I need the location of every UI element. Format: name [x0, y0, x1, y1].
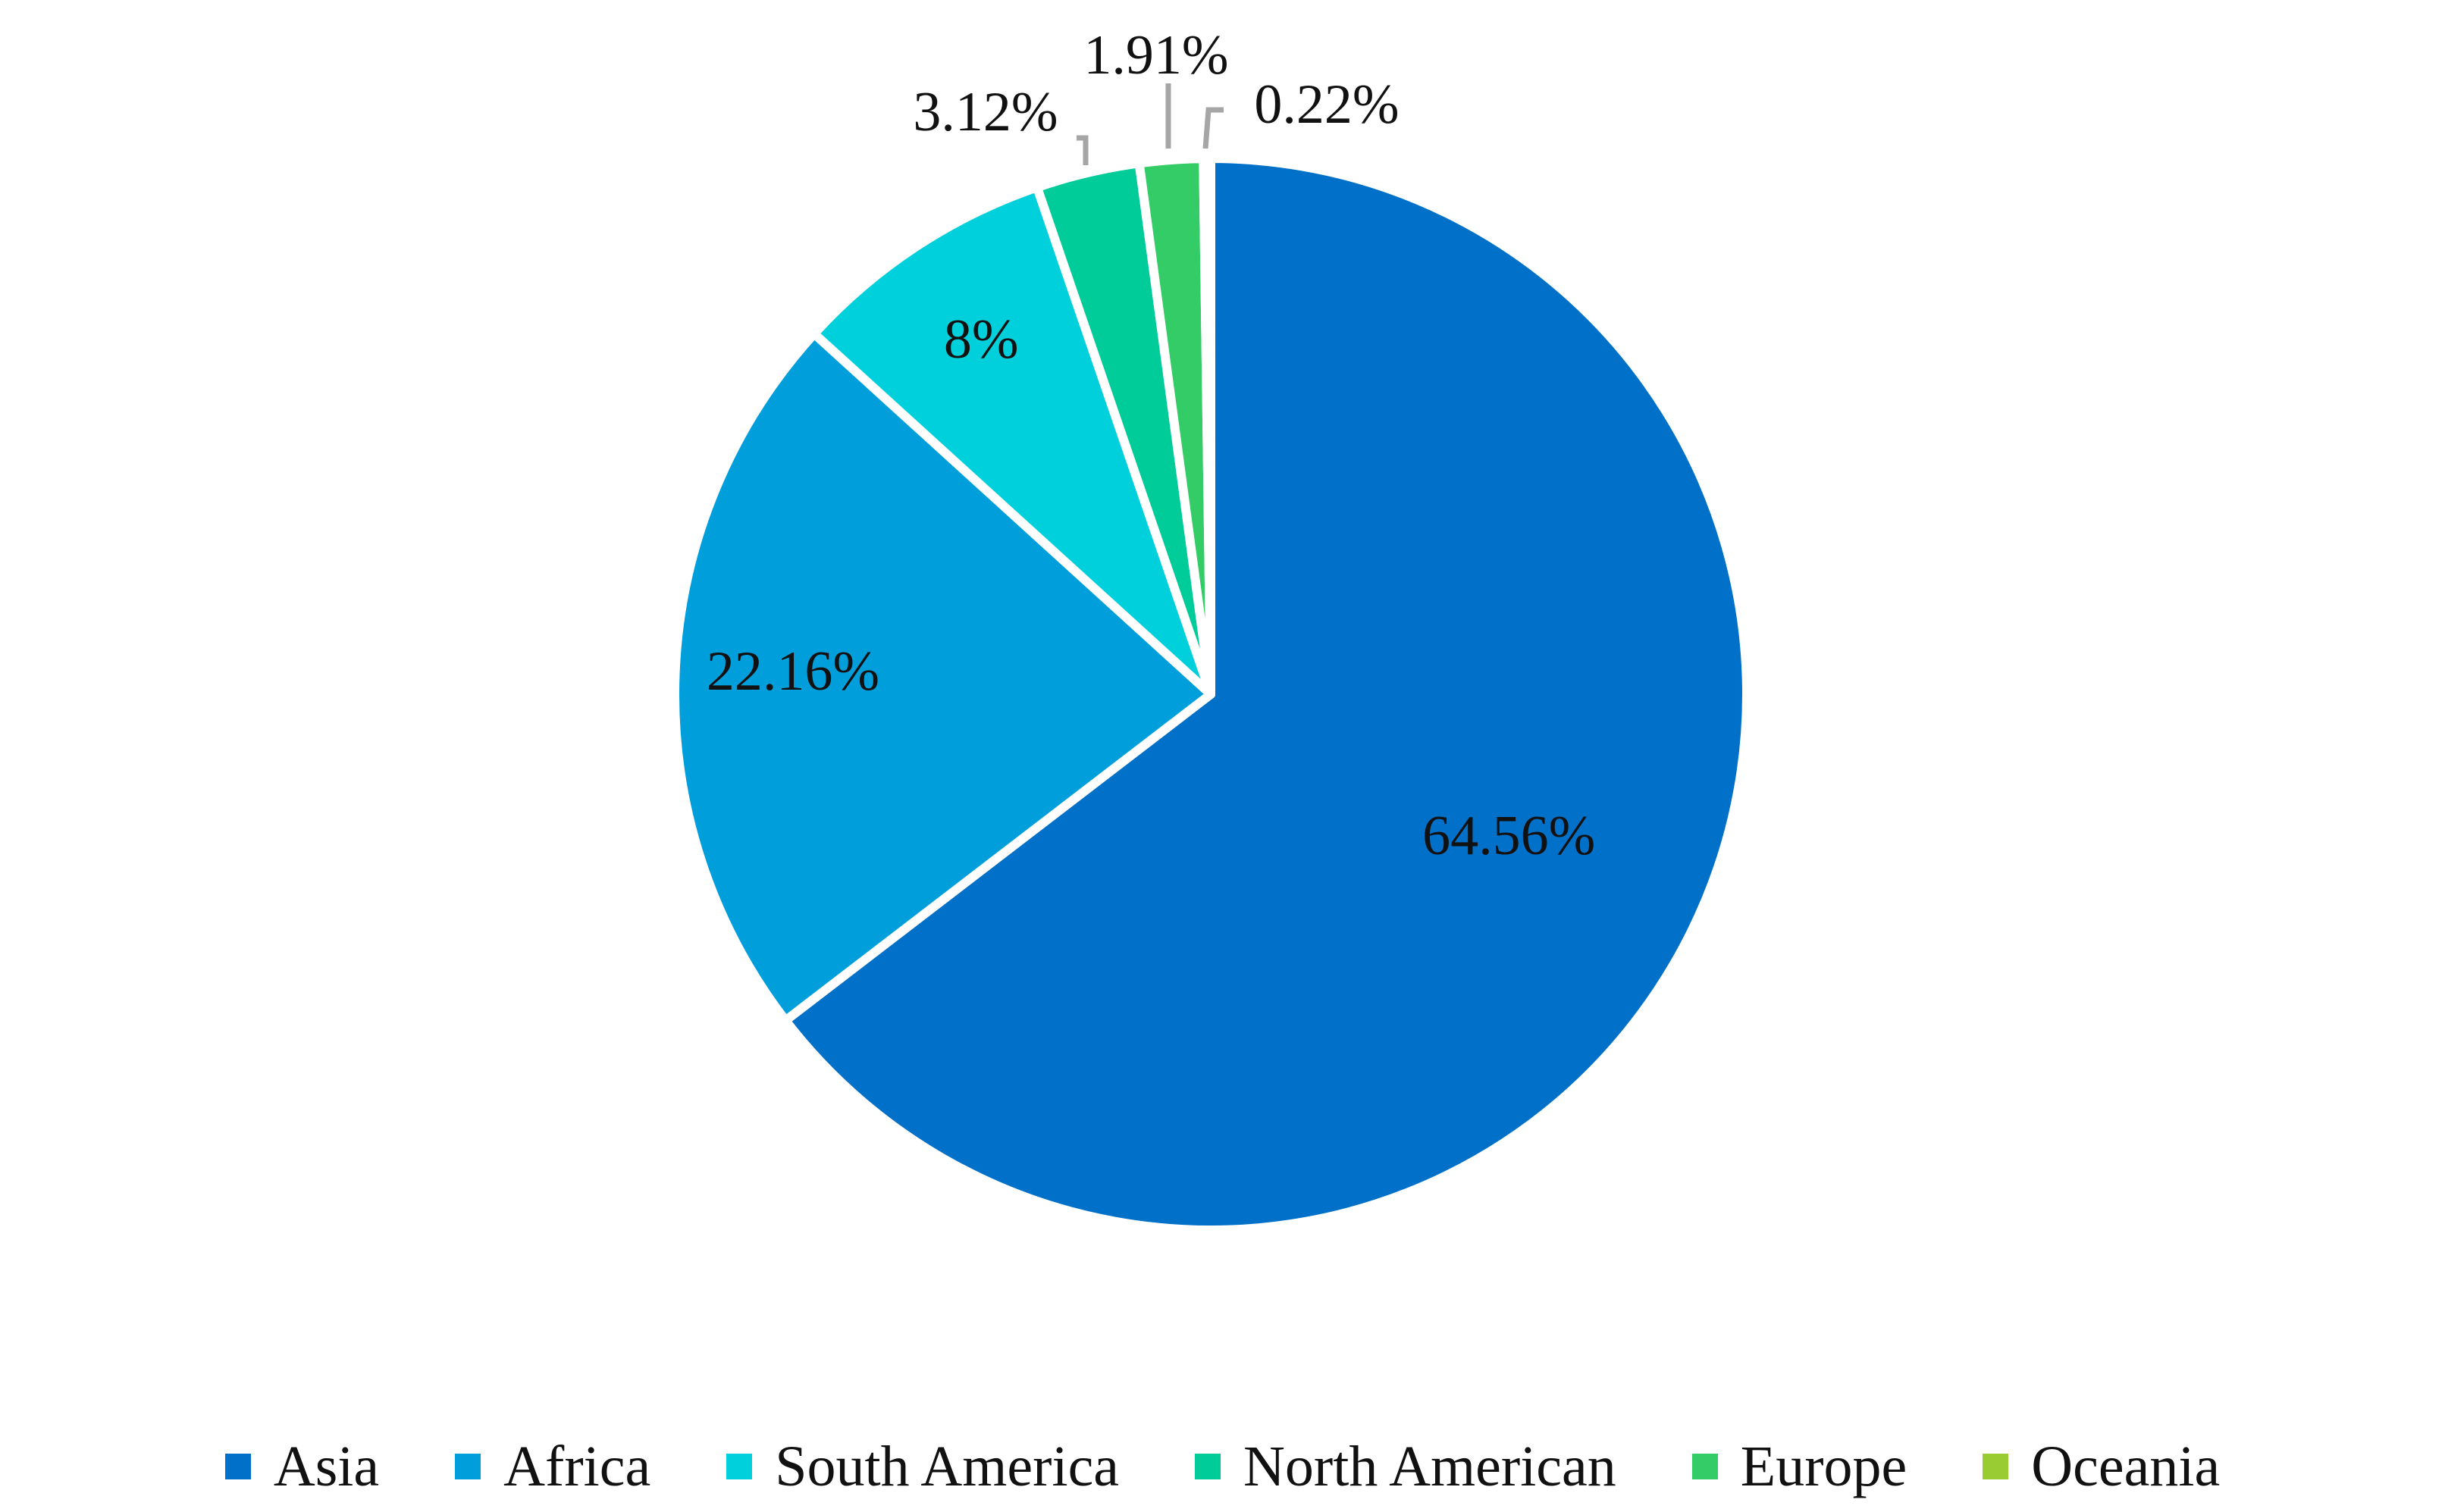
legend-swatch: [726, 1454, 753, 1479]
leader-lines: [1077, 83, 1224, 165]
data-label-africa: 22.16%: [707, 640, 879, 703]
legend-label: Europe: [1740, 1434, 1907, 1498]
legend-label: Oceania: [2031, 1434, 2221, 1498]
legend-label: Asia: [273, 1434, 380, 1498]
pie-slice-oceania: [1199, 154, 1215, 699]
data-label-south-america: 8%: [944, 308, 1019, 371]
slice-labels: 64.56% 22.16% 8% 3.12% 1.91% 0.22%: [707, 24, 1595, 867]
data-label-oceania: 0.22%: [1254, 74, 1399, 136]
legend-label: Africa: [503, 1434, 651, 1498]
pie-slice-south-america: [809, 183, 1215, 699]
legend-item-south-america: South America: [726, 1434, 1119, 1500]
legend-label: South America: [775, 1434, 1120, 1498]
legend: Asia Africa South America North American Eur…: [0, 1429, 2445, 1504]
legend-item-asia: Asia: [224, 1434, 380, 1500]
pie-slice-asia: [781, 154, 1751, 1235]
leader-line-oceania: [1202, 107, 1224, 149]
data-label-asia: 64.56%: [1422, 805, 1595, 867]
legend-item-africa: Africa: [455, 1434, 650, 1500]
legend-swatch: [1983, 1454, 2009, 1479]
legend-swatch: [1195, 1454, 1221, 1479]
legend-label: North American: [1243, 1434, 1616, 1498]
pie-slices: [670, 154, 1751, 1235]
data-label-north-american: 3.12%: [913, 81, 1058, 143]
legend-item-oceania: Oceania: [1983, 1434, 2220, 1500]
legend-item-europe: Europe: [1691, 1434, 1907, 1500]
data-label-europe: 1.91%: [1083, 24, 1228, 86]
legend-swatch: [224, 1454, 251, 1479]
legend-swatch: [1691, 1454, 1718, 1479]
legend-swatch: [455, 1454, 481, 1479]
legend-item-north-american: North American: [1195, 1434, 1616, 1500]
leader-line-north-american: [1077, 135, 1089, 165]
pie-slice-africa: [670, 329, 1215, 1025]
